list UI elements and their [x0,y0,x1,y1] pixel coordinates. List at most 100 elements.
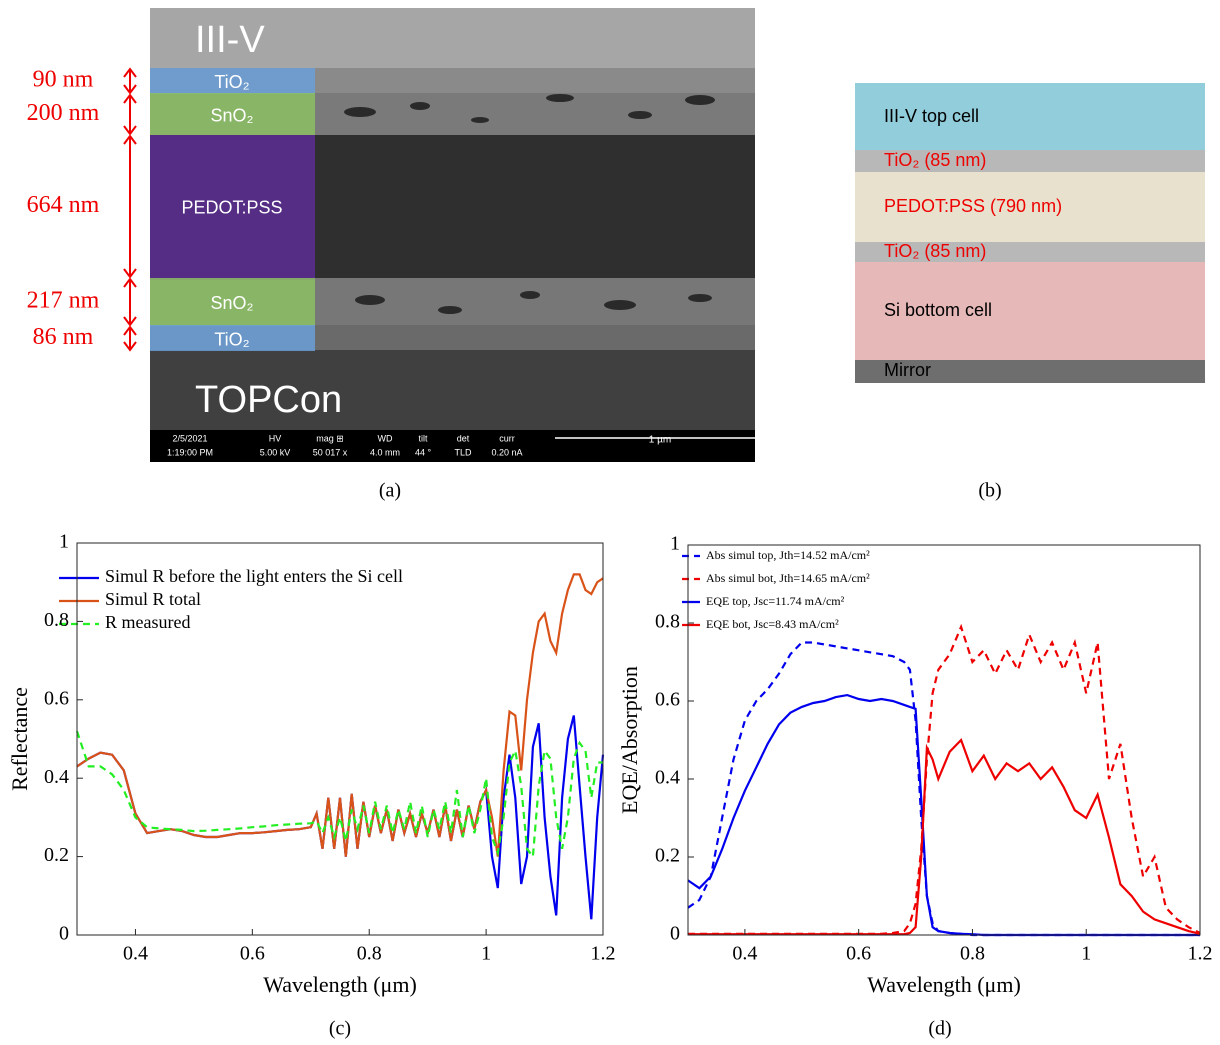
layer-topcon [150,350,755,430]
info-text: 44 ° [415,447,432,457]
layer-iii-v [150,8,755,70]
series-line [76,573,604,857]
overlay-tio2 [150,325,315,351]
panel-label: (b) [978,480,1001,502]
legend-label: Abs simul top, Jth=14.52 mA/cm² [706,548,870,562]
x-tick-label: 0.6 [846,943,871,965]
y-tick-label: 1 [670,533,680,555]
x-tick-label: 0.8 [357,943,382,965]
y-tick-label: 0.8 [655,611,680,633]
info-text: HV [269,433,282,443]
x-axis-title: Wavelength (μm) [263,972,417,997]
info-text: mag ⊞ [316,433,344,443]
x-axis-title: Wavelength (μm) [867,972,1021,997]
legend-label: Abs simul bot, Jth=14.65 mA/cm² [706,571,870,585]
legend-label: R measured [105,612,190,632]
x-tick-label: 1 [481,943,491,965]
info-text: WD [378,433,393,443]
overlay-sno2 [150,93,315,135]
layer-stack [855,83,1205,383]
x-tick-label: 1 [1081,943,1091,965]
stack-layer [855,172,1205,243]
info-text: curr [499,433,515,443]
y-tick-label: 1 [59,531,69,553]
x-tick-label: 0.4 [123,943,148,965]
layer-label: SnO₂ [210,293,253,313]
info-text: 4.0 mm [370,447,400,457]
x-tick-label: 0.8 [960,943,985,965]
y-tick-label: 0.4 [655,767,680,789]
y-tick-label: 0.2 [655,845,680,867]
layer-label: TiO₂ [214,329,249,349]
x-tick-label: 1.2 [591,943,616,965]
arrow-head [123,134,137,279]
overlay-tio2 [150,68,315,94]
info-text: 1:19:00 PM [167,447,213,457]
overlay-sno2 [150,278,315,326]
panel-label: (a) [379,480,401,502]
legend-label: Simul R before the light enters the Si c… [105,566,403,586]
layer-label: PEDOT:PSS [181,197,282,217]
y-tick-label: 0 [59,923,69,945]
stack-layer [855,83,1205,151]
arrow-head [123,277,137,327]
series-line [687,641,1200,937]
info-text: 0.20 nA [491,447,522,457]
y-tick-label: 0 [670,923,680,945]
stack-layer [855,242,1205,263]
y-tick-label: 0.2 [44,844,69,866]
y-axis-title: EQE/Absorption [617,666,642,814]
scale-bar-label: 1 µm [649,435,671,446]
legend-label: Simul R total [105,589,201,609]
plot-frame [687,544,1201,936]
info-text: 2/5/2021 [172,433,207,443]
info-text: TLD [454,447,472,457]
plot-frame [76,542,604,936]
thickness-label: 90 nm [33,67,94,93]
info-text: det [457,433,470,443]
thickness-label: 217 nm [27,288,100,314]
stack-layer [855,150,1205,173]
stack-label: TiO₂ (85 nm) [884,241,986,261]
layer-label: SnO₂ [210,105,253,125]
panel-label: (c) [329,1018,351,1040]
stack-label: Si bottom cell [884,300,992,320]
arrow-head [123,67,137,95]
stack-label: Mirror [884,360,931,380]
series-line [687,693,1200,937]
y-tick-label: 0.6 [44,687,69,709]
stack-layer [855,360,1205,383]
top-label: III-V [195,19,265,61]
x-tick-label: 0.6 [240,943,265,965]
stack-layer [855,262,1205,361]
y-tick-label: 0.6 [655,689,680,711]
layer-label: TiO₂ [214,72,249,92]
legend-label: EQE top, Jsc=11.74 mA/cm² [706,594,845,608]
overlay-pedot [150,135,315,280]
info-text: 50 017 x [313,447,348,457]
thickness-label: 200 nm [27,100,100,126]
bottom-label: TOPCon [195,379,342,421]
stack-label: III-V top cell [884,106,979,126]
stack-label: PEDOT:PSS (790 nm) [884,196,1062,216]
thickness-label: 86 nm [33,324,94,350]
x-tick-label: 0.4 [732,943,757,965]
arrow-head [123,325,137,352]
series-line [688,737,1201,936]
panel-label: (d) [928,1018,951,1040]
arrow-head [123,93,137,136]
y-tick-label: 0.8 [44,609,69,631]
x-tick-label: 1.2 [1188,943,1213,965]
pores [344,94,715,314]
legend-label: EQE bot, Jsc=8.43 mA/cm² [706,617,839,631]
stack-label: TiO₂ (85 nm) [884,150,986,170]
y-tick-label: 0.4 [44,766,69,788]
series-line [75,730,603,860]
sem-image [150,8,765,462]
info-bar [150,430,755,462]
y-axis-title: Reflectance [7,687,32,791]
info-text: 5.00 kV [260,447,291,457]
info-text: tilt [419,433,428,443]
thickness-label: 664 nm [27,192,100,218]
